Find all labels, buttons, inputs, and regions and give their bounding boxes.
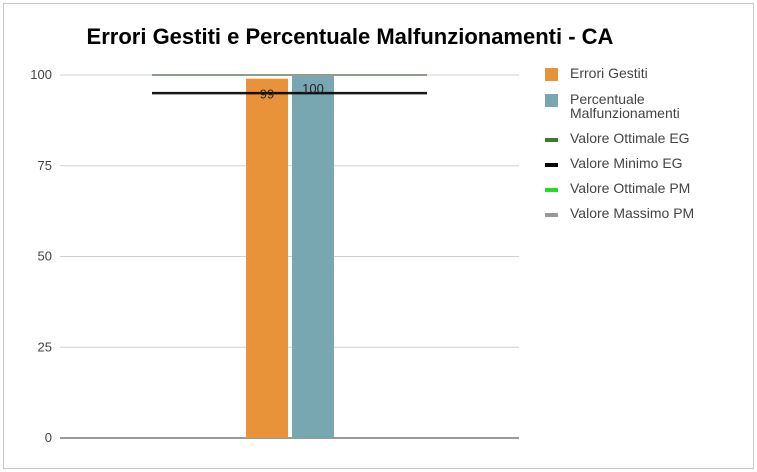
chart-legend: Errori Gestiti Percentuale Malfunzionamen… — [545, 66, 745, 231]
legend-item: Valore Ottimale EG — [545, 131, 745, 145]
data-label: 100 — [302, 81, 324, 96]
chart-frame — [3, 3, 754, 469]
legend-label: Valore Massimo PM — [570, 205, 695, 221]
legend-item: Valore Ottimale PM — [545, 181, 745, 195]
y-tick-label: 25 — [38, 339, 52, 354]
bar-errori-gestiti — [246, 78, 288, 438]
legend-item: Valore Minimo EG — [545, 156, 745, 170]
legend-swatch — [545, 68, 558, 81]
legend-swatch — [545, 163, 558, 167]
y-tick-label: 75 — [38, 158, 52, 173]
y-tick-label: 0 — [45, 430, 52, 445]
legend-label: Errori Gestiti — [570, 65, 648, 81]
legend-item: Valore Massimo PM — [545, 206, 745, 220]
legend-label: Valore Minimo EG — [570, 155, 683, 171]
y-tick-label: 50 — [38, 249, 52, 264]
legend-swatch — [545, 213, 558, 217]
legend-label: Valore Ottimale EG — [570, 130, 690, 146]
legend-item: Percentuale Malfunzionamenti — [545, 92, 745, 120]
data-label: 99 — [260, 87, 274, 102]
legend-swatch — [545, 94, 558, 107]
legend-swatch — [545, 188, 558, 192]
legend-item: Errori Gestiti — [545, 66, 745, 81]
legend-swatch — [545, 138, 558, 142]
legend-label: Valore Ottimale PM — [570, 180, 691, 196]
y-tick-label: 100 — [30, 67, 52, 82]
chart-title: Errori Gestiti e Percentuale Malfunziona… — [86, 24, 614, 49]
bar-percentuale-malfunzionamenti — [292, 75, 334, 438]
legend-label: Percentuale Malfunzionamenti — [570, 91, 680, 121]
